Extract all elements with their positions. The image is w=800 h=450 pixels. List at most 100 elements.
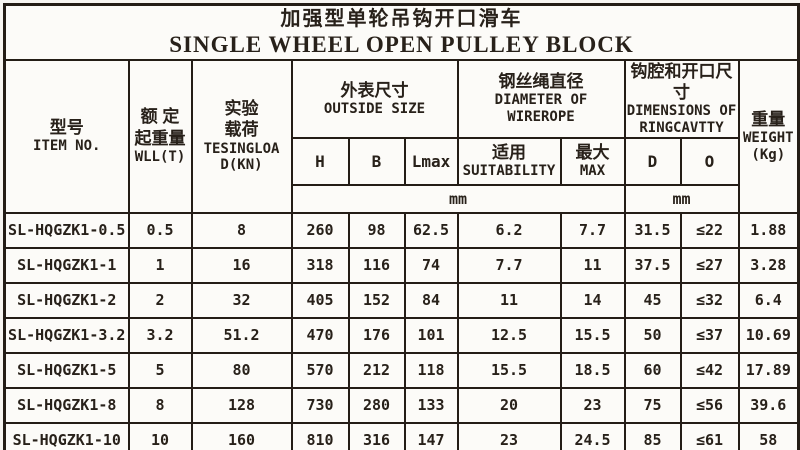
weight-cell: 17.89 — [737, 351, 800, 389]
header-weight-en: WEIGHT — [742, 129, 794, 146]
b-cell: 212 — [347, 351, 406, 389]
header-item-no: 型号 ITEM NO. — [3, 58, 130, 214]
lmax-cell: 74 — [403, 246, 459, 284]
header-ring-cavity-en: DIMENSIONS OF RINGCAVTTY — [626, 103, 737, 136]
b-cell: 316 — [347, 421, 406, 450]
header-wll-zh: 额 定 起重量 — [134, 107, 186, 148]
h-cell: 570 — [290, 351, 350, 389]
item-no-cell: SL-HQGZK1-1 — [3, 246, 130, 284]
item-no-cell: SL-HQGZK1-2 — [3, 281, 130, 319]
lmax-cell: 118 — [403, 351, 459, 389]
o-cell: ≤42 — [679, 351, 740, 389]
weight-cell: 6.4 — [737, 281, 800, 319]
d-cell: 75 — [623, 386, 682, 424]
header-ring-cavity-zh: 钩腔和开口尺寸 — [630, 61, 733, 102]
test-load-cell: 51.2 — [190, 316, 293, 354]
table-row: SL-HQGZK1-8 8 128 730 280 133 20 23 75 ≤56 39.6 — [3, 386, 800, 424]
header-col-d: D — [623, 136, 682, 186]
test-load-cell: 32 — [190, 281, 293, 319]
d-cell: 85 — [623, 421, 682, 450]
h-cell: 810 — [290, 421, 350, 450]
header-wirerope-diameter: 钢丝绳直径 DIAMETER OF WIREROPE — [456, 58, 626, 139]
suitability-cell: 20 — [456, 386, 562, 424]
max-cell: 24.5 — [559, 421, 626, 450]
header-col-lmax: Lmax — [403, 136, 459, 186]
b-cell: 98 — [347, 211, 406, 249]
max-cell: 18.5 — [559, 351, 626, 389]
test-load-cell: 16 — [190, 246, 293, 284]
wll-cell: 0.5 — [127, 211, 193, 249]
header-ring-cavity: 钩腔和开口尺寸 DIMENSIONS OF RINGCAVTTY — [623, 58, 740, 139]
o-cell: ≤22 — [679, 211, 740, 249]
wll-cell: 2 — [127, 281, 193, 319]
item-no-cell: SL-HQGZK1-10 — [3, 421, 130, 450]
title-chinese: 加强型单轮吊钩开口滑车 — [280, 8, 523, 31]
weight-cell: 10.69 — [737, 316, 800, 354]
weight-cell: 1.88 — [737, 211, 800, 249]
table-row: SL-HQGZK1-10 10 160 810 316 147 23 24.5 85 ≤61 58 — [3, 421, 800, 450]
weight-cell: 58 — [737, 421, 800, 450]
o-cell: ≤27 — [679, 246, 740, 284]
suitability-cell: 23 — [456, 421, 562, 450]
wll-cell: 3.2 — [127, 316, 193, 354]
unit-mm-outside: mm — [290, 183, 626, 214]
header-col-suitability-en: SUITABILITY — [462, 163, 556, 180]
suitability-cell: 12.5 — [456, 316, 562, 354]
header-outside-size-zh: 外表尺寸 — [340, 80, 409, 100]
test-load-cell: 8 — [190, 211, 293, 249]
lmax-cell: 84 — [403, 281, 459, 319]
header-col-max-en: MAX — [579, 163, 606, 180]
item-no-cell: SL-HQGZK1-3.2 — [3, 316, 130, 354]
b-cell: 176 — [347, 316, 406, 354]
d-cell: 37.5 — [623, 246, 682, 284]
suitability-cell: 11 — [456, 281, 562, 319]
lmax-cell: 62.5 — [403, 211, 459, 249]
table-body: SL-HQGZK1-0.5 0.5 8 260 98 62.5 6.2 7.7 31.5 ≤22 1… — [3, 211, 800, 450]
test-load-cell: 80 — [190, 351, 293, 389]
header-outside-size: 外表尺寸 OUTSIDE SIZE — [290, 58, 459, 139]
header-item-no-en: ITEM NO. — [33, 138, 101, 155]
header-test-load-en: TESINGLOAD(KN) — [203, 140, 280, 174]
header-weight-unit: (Kg) — [751, 146, 786, 163]
wll-cell: 1 — [127, 246, 193, 284]
test-load-cell: 160 — [190, 421, 293, 450]
h-cell: 405 — [290, 281, 350, 319]
header-weight-zh: 重量 — [751, 109, 786, 129]
max-cell: 15.5 — [559, 316, 626, 354]
table-row: SL-HQGZK1-3.2 3.2 51.2 470 176 101 12.5 15.5 50 ≤… — [3, 316, 800, 354]
max-cell: 23 — [559, 386, 626, 424]
h-cell: 260 — [290, 211, 350, 249]
lmax-cell: 101 — [403, 316, 459, 354]
h-cell: 318 — [290, 246, 350, 284]
h-cell: 470 — [290, 316, 350, 354]
d-cell: 50 — [623, 316, 682, 354]
wll-cell: 8 — [127, 386, 193, 424]
wll-cell: 5 — [127, 351, 193, 389]
suitability-cell: 6.2 — [456, 211, 562, 249]
suitability-cell: 15.5 — [456, 351, 562, 389]
wll-cell: 10 — [127, 421, 193, 450]
o-cell: ≤37 — [679, 316, 740, 354]
header-outside-size-en: OUTSIDE SIZE — [323, 100, 426, 117]
header-col-suitability-zh: 适用 — [492, 143, 526, 163]
header-test-load-zh: 实验 载荷 — [224, 99, 259, 140]
b-cell: 152 — [347, 281, 406, 319]
header-col-h: H — [290, 136, 350, 186]
header-col-max-zh: 最大 — [575, 143, 610, 163]
weight-cell: 39.6 — [737, 386, 800, 424]
table-row: SL-HQGZK1-2 2 32 405 152 84 11 14 45 ≤32 6.4 — [3, 281, 800, 319]
header-wirerope-diameter-zh: 钢丝绳直径 — [498, 72, 584, 92]
header-col-suitability: 适用 SUITABILITY — [456, 136, 562, 186]
max-cell: 11 — [559, 246, 626, 284]
max-cell: 14 — [559, 281, 626, 319]
table-row: SL-HQGZK1-1 1 16 318 116 74 7.7 11 37.5 ≤27 3.28 — [3, 246, 800, 284]
header-col-b: B — [347, 136, 406, 186]
suitability-cell: 7.7 — [456, 246, 562, 284]
lmax-cell: 147 — [403, 421, 459, 450]
test-load-cell: 128 — [190, 386, 293, 424]
lmax-cell: 133 — [403, 386, 459, 424]
header-test-load: 实验 载荷 TESINGLOAD(KN) — [190, 58, 293, 214]
d-cell: 31.5 — [623, 211, 682, 249]
d-cell: 45 — [623, 281, 682, 319]
